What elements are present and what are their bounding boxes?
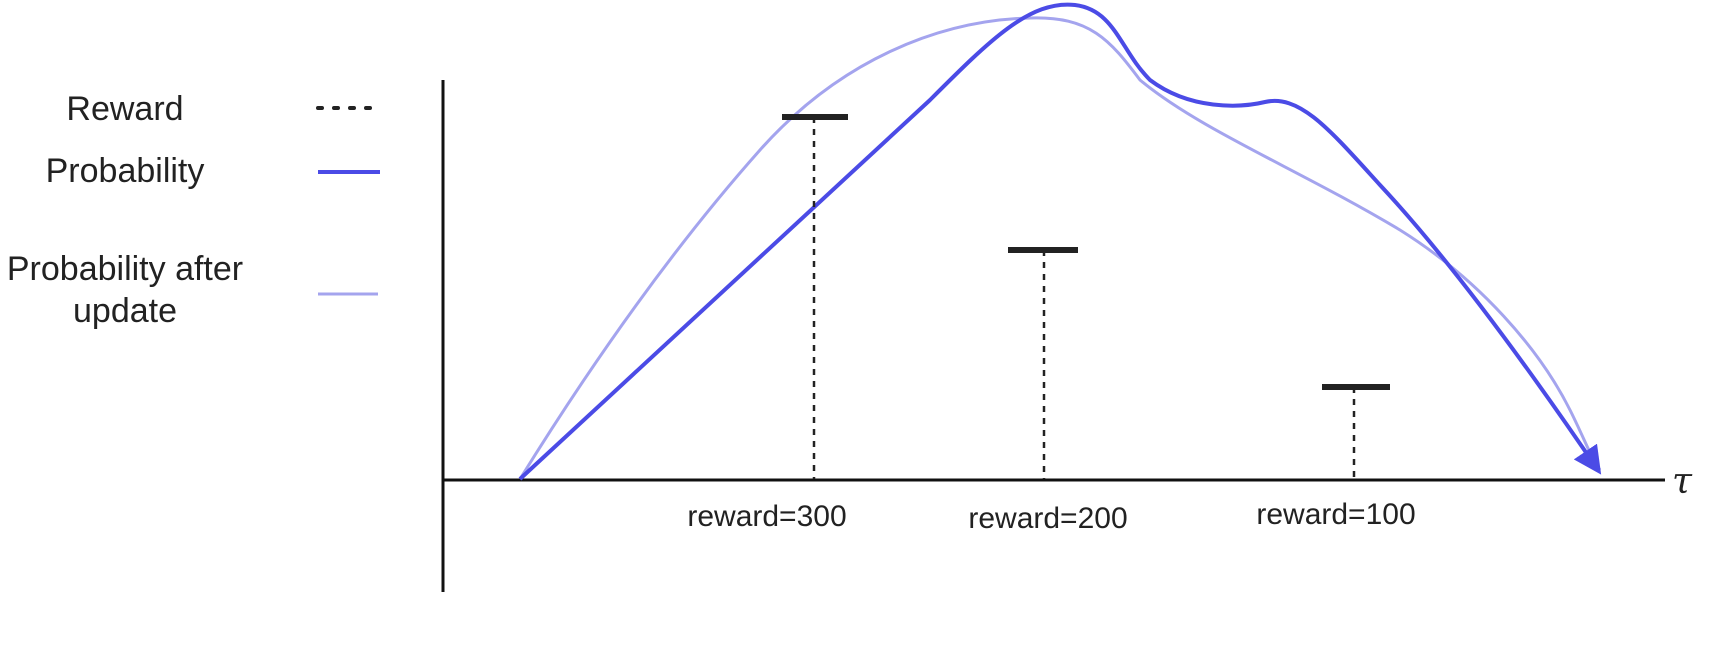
legend-label-reward: Reward <box>66 90 183 128</box>
legend-label-probability-after-line1: Probability after <box>7 250 243 288</box>
curves <box>518 2 1602 481</box>
legend: Reward Probability Probability after upd… <box>7 90 380 330</box>
axes: τ <box>441 80 1693 592</box>
reward-marker-300: reward=300 <box>687 114 848 533</box>
rewards: reward=300 reward=200 reward=100 <box>687 114 1416 535</box>
probability-curve <box>518 2 1602 481</box>
legend-label-probability-after-line2: update <box>73 292 177 330</box>
reward-label-300: reward=300 <box>687 500 846 533</box>
probability-after-update-curve <box>518 16 1602 480</box>
reward-label-100: reward=100 <box>1256 498 1415 531</box>
x-axis-label-tau: τ <box>1672 461 1693 502</box>
reward-marker-200: reward=200 <box>968 247 1128 535</box>
reward-marker-100: reward=100 <box>1256 384 1416 531</box>
reward-label-200: reward=200 <box>968 502 1127 535</box>
legend-label-probability: Probability <box>46 152 205 190</box>
